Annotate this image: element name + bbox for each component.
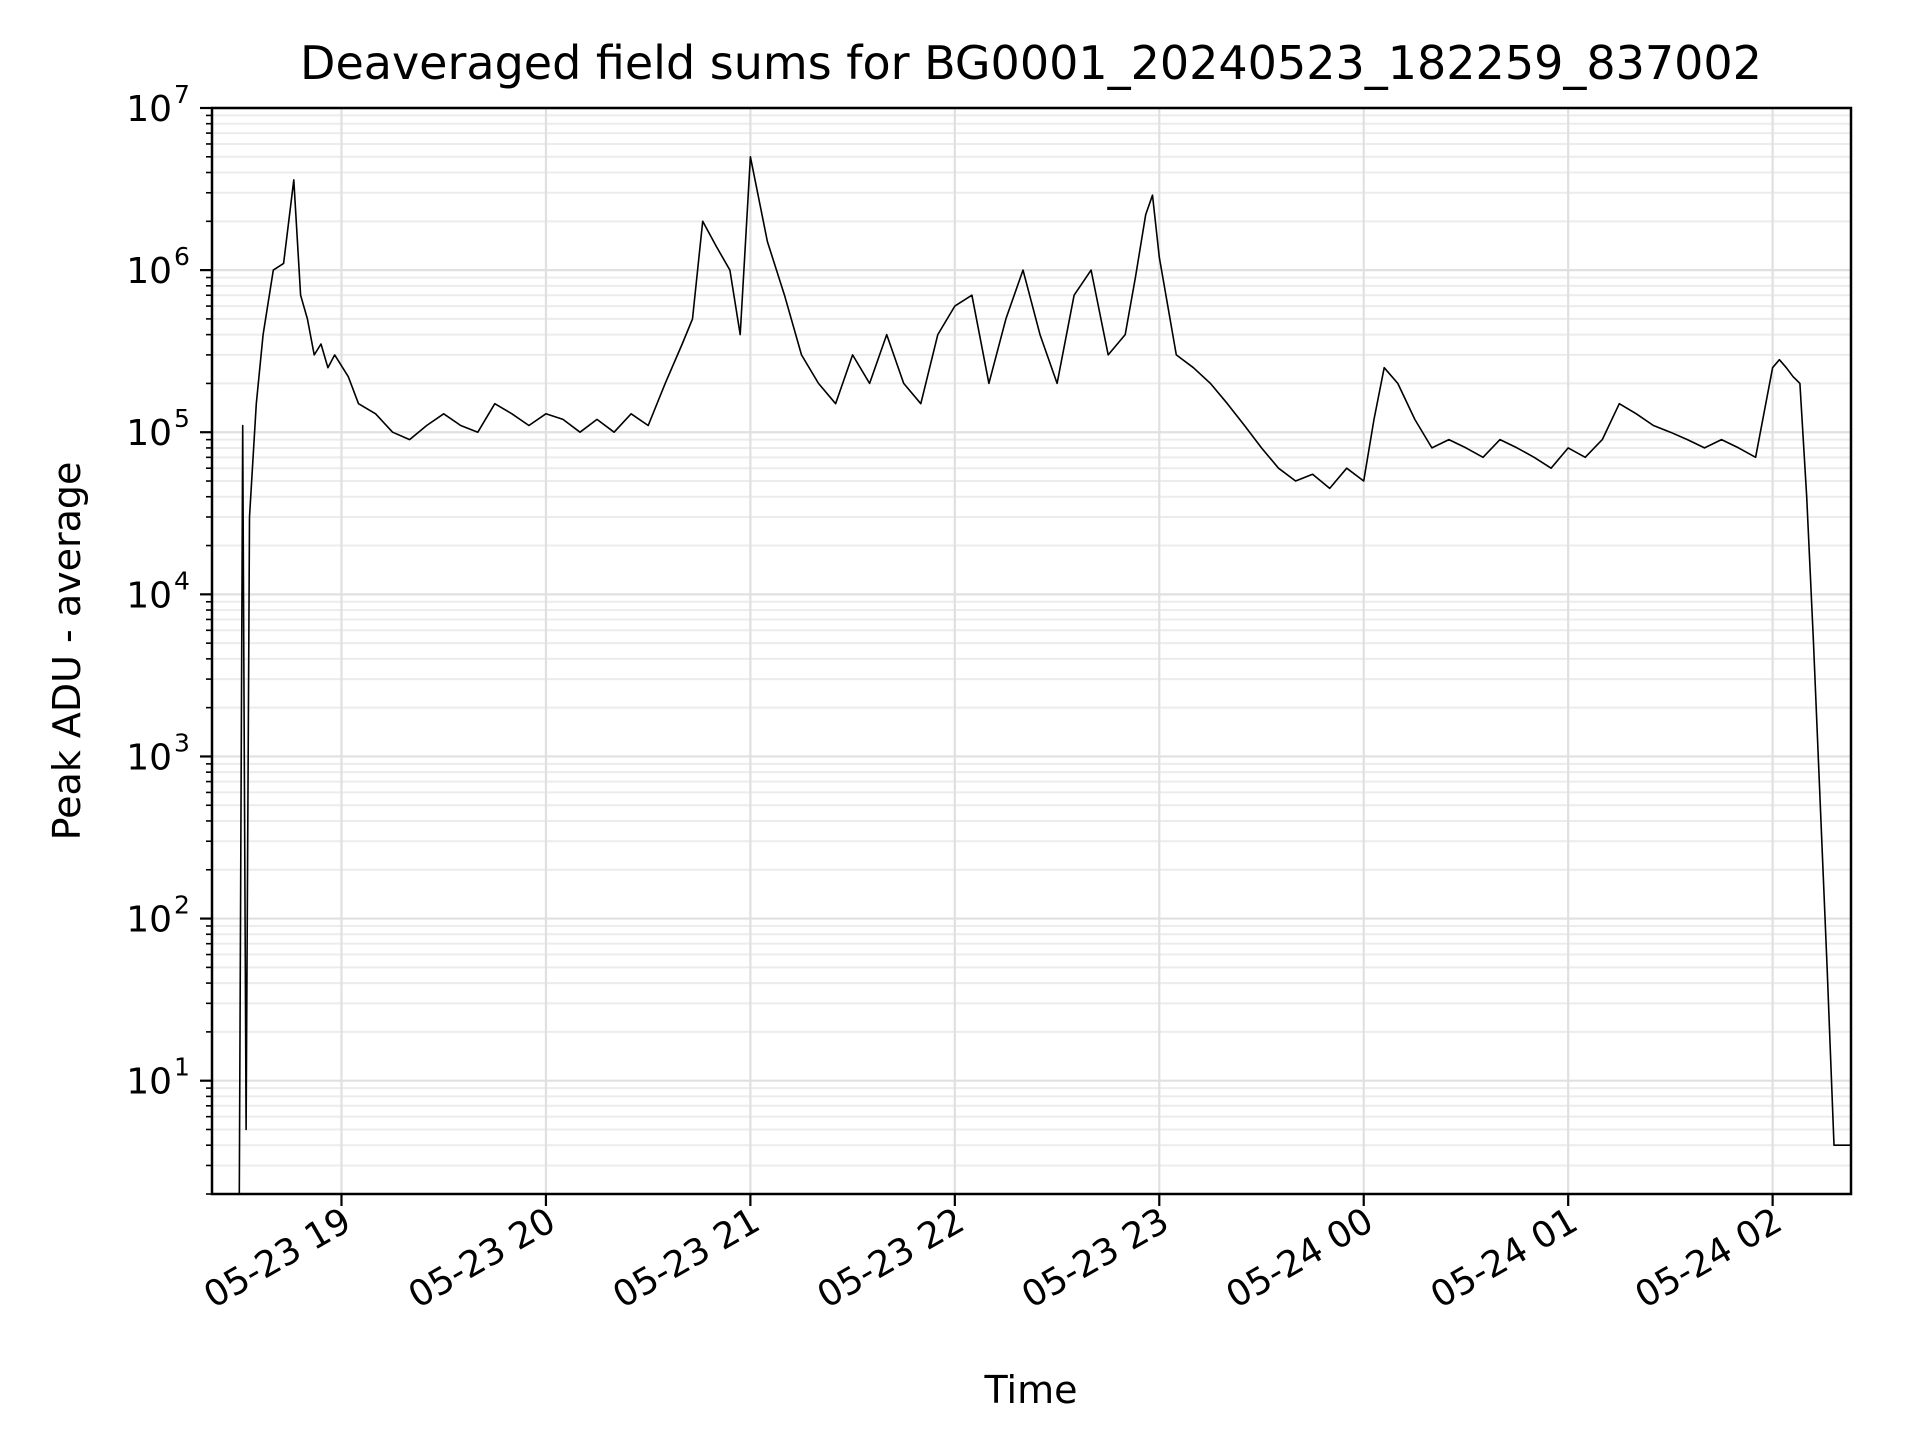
grid bbox=[212, 106, 1851, 1195]
plot-area bbox=[238, 156, 1851, 1195]
x-tick-label: 05-24 00 bbox=[1220, 1200, 1381, 1316]
x-tick-label: 05-23 23 bbox=[1015, 1200, 1176, 1316]
y-tick-label-exponent: 6 bbox=[174, 242, 190, 271]
y-tick-label: 10 bbox=[126, 737, 172, 778]
y-tick-label: 10 bbox=[126, 900, 172, 941]
x-axis-label: Time bbox=[984, 1368, 1078, 1412]
x-tick-label: 05-23 20 bbox=[402, 1200, 563, 1316]
x-tick-label: 05-24 01 bbox=[1424, 1200, 1585, 1316]
y-tick-label: 10 bbox=[126, 89, 172, 130]
y-tick-label: 10 bbox=[126, 575, 172, 616]
x-tick-label: 05-23 22 bbox=[811, 1200, 972, 1316]
y-tick-label: 10 bbox=[126, 251, 172, 292]
x-tick-label: 05-24 02 bbox=[1628, 1200, 1789, 1316]
y-tick-label: 10 bbox=[126, 413, 172, 454]
x-tick-label: 05-23 19 bbox=[197, 1200, 358, 1316]
x-axis: 05-23 19 05-23 20 05-23 21 05-23 22 05-23 23… bbox=[197, 1194, 1789, 1317]
y-tick-label-exponent: 7 bbox=[174, 80, 190, 109]
y-tick-label-exponent: 2 bbox=[174, 891, 190, 920]
y-axis-label: Peak ADU - average bbox=[45, 462, 89, 841]
y-tick-label: 10 bbox=[126, 1062, 172, 1103]
x-tick-label: 05-23 21 bbox=[606, 1200, 767, 1316]
plot-frame bbox=[210, 106, 1853, 1196]
y-tick-label-exponent: 5 bbox=[174, 404, 190, 433]
y-tick-label-exponent: 4 bbox=[174, 566, 190, 595]
series-line bbox=[238, 156, 1851, 1195]
chart-title: Deaveraged field sums for BG0001_2024052… bbox=[300, 36, 1762, 90]
y-tick-label-exponent: 3 bbox=[174, 728, 190, 757]
y-tick-label-exponent: 1 bbox=[174, 1053, 190, 1082]
